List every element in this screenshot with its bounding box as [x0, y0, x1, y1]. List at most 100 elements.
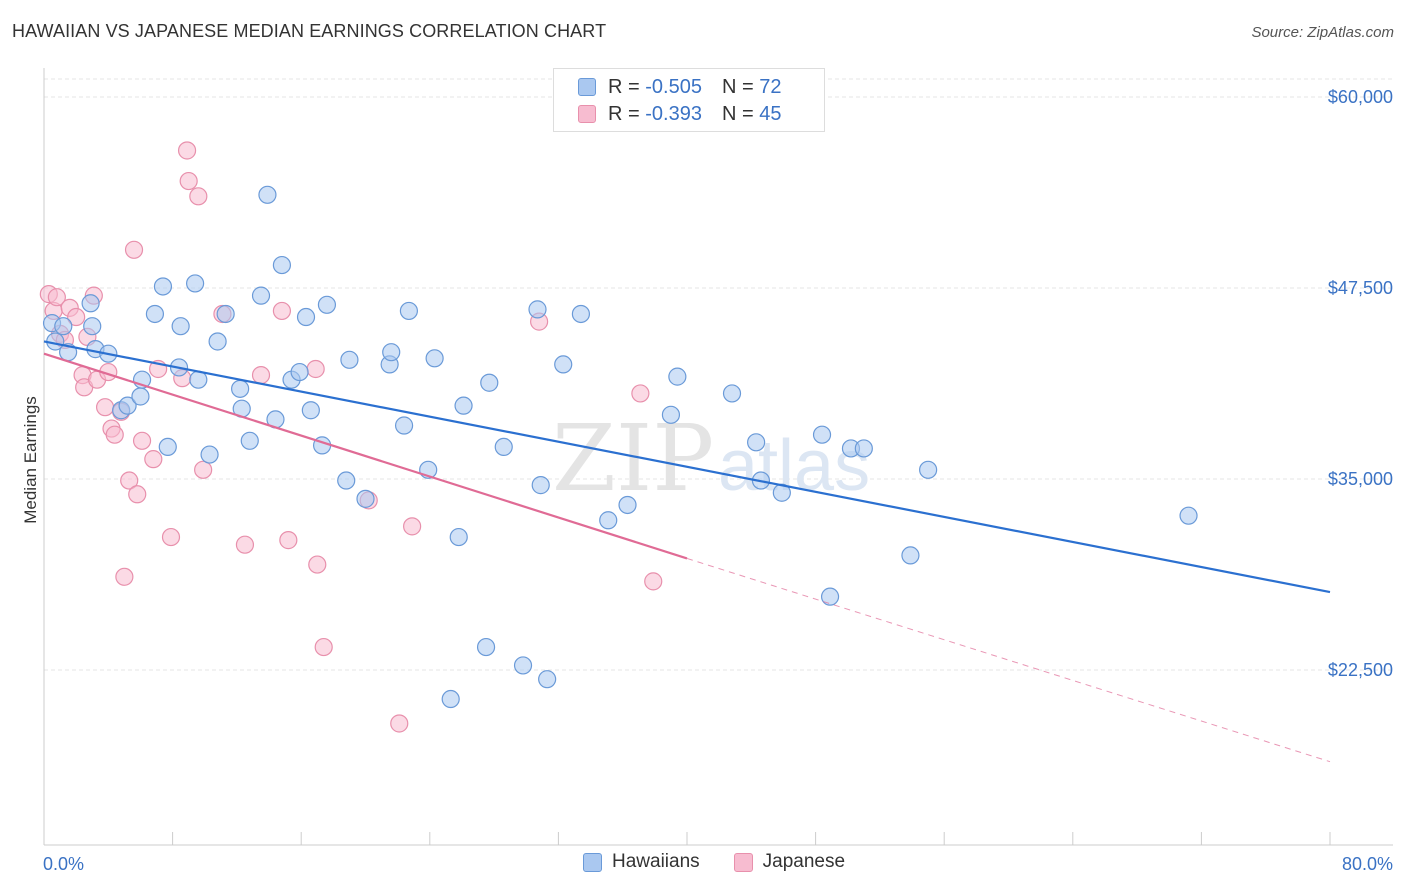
hawaiians-point: [54, 317, 73, 336]
japanese-point: [189, 187, 208, 206]
japanese-point: [403, 517, 422, 536]
hawaiians-point: [820, 587, 840, 606]
hawaiians-point: [901, 546, 920, 565]
hawaiians-point: [153, 277, 173, 296]
hawaiians-point: [538, 670, 557, 689]
japanese-trend-line: [43, 352, 688, 560]
legend-row-hawaiians: R = -0.505 N = 72: [578, 75, 781, 99]
stats-legend: R = -0.505 N = 72 R = -0.393 N = 45: [553, 68, 825, 132]
hawaiians-point: [854, 439, 873, 458]
legend-row-japanese: R = -0.393 N = 45: [578, 102, 781, 126]
japanese-point: [308, 555, 327, 574]
japanese-swatch: [733, 852, 753, 872]
x-tick-label-max: 80.0%: [1342, 854, 1393, 874]
japanese-point: [631, 384, 650, 403]
axes: [43, 68, 1393, 846]
legend-item-japanese[interactable]: Japanese: [733, 851, 846, 873]
hawaiians-point: [722, 384, 742, 403]
hawaiians-points: [42, 185, 1198, 709]
japanese-point: [306, 359, 325, 379]
hawaiians-trend-line: [43, 340, 1331, 594]
hawaiians-point: [272, 255, 292, 275]
hawaiians-point: [494, 437, 513, 457]
hawaiians-point: [200, 445, 219, 464]
japanese-point: [95, 398, 115, 417]
watermark-zip: ZIP: [552, 405, 714, 512]
hawaiians-point: [480, 373, 499, 392]
hawaiians-point: [186, 274, 205, 293]
hawaiians-point: [454, 396, 473, 415]
y-tick-label: $22,500: [1328, 660, 1393, 680]
y-tick-label: $35,000: [1328, 469, 1393, 489]
japanese-point: [235, 535, 255, 554]
legend-label-japanese: Japanese: [762, 851, 846, 872]
legend-item-hawaiians[interactable]: Hawaiians: [583, 851, 700, 873]
hawaiians-point: [290, 362, 309, 382]
legend-r-value: -0.505: [645, 75, 702, 98]
y-tick-label: $47,500: [1328, 278, 1393, 298]
japanese-point: [177, 141, 197, 160]
japanese-point: [644, 572, 663, 591]
hawaiians-point: [240, 431, 259, 450]
hawaiians-point: [131, 387, 150, 406]
japanese-point: [128, 485, 147, 504]
hawaiians-point: [81, 294, 100, 313]
hawaiians-point: [258, 185, 277, 204]
japanese-point: [132, 431, 152, 450]
y-tick-label: $60,000: [1328, 87, 1393, 107]
hawaiians-point: [513, 656, 533, 675]
hawaiians-point: [356, 489, 375, 508]
hawaiians-point: [571, 304, 591, 324]
legend-r-label: R =: [608, 102, 640, 125]
hawaiians-point: [208, 332, 227, 351]
japanese-point: [272, 301, 292, 321]
trend-lines: [43, 340, 1331, 763]
hawaiians-point: [668, 367, 687, 386]
hawaiians-point: [337, 471, 356, 490]
japanese-point: [179, 171, 198, 191]
japanese-point: [314, 637, 333, 657]
hawaiians-point: [812, 425, 832, 444]
hawaiians-point: [599, 511, 618, 530]
legend-n-value: 72: [759, 75, 782, 98]
japanese-point: [161, 527, 181, 547]
chart-title: HAWAIIAN VS JAPANESE MEDIAN EARNINGS COR…: [12, 21, 607, 41]
japanese-point: [115, 567, 134, 586]
hawaiians-point: [251, 286, 271, 305]
legend-n-value: 45: [759, 102, 782, 125]
hawaiians-point: [340, 350, 359, 369]
hawaiians-point: [382, 343, 401, 362]
hawaiians-point: [476, 637, 496, 657]
hawaiians-point: [531, 476, 550, 495]
japanese-point: [194, 460, 213, 479]
hawaiians-point: [425, 349, 444, 368]
japanese-point: [144, 450, 163, 469]
hawaiians-point: [441, 689, 460, 709]
watermark: ZIP atlas: [552, 405, 870, 512]
hawaiians-point: [296, 307, 316, 327]
hawaiians-point: [171, 317, 190, 336]
hawaiians-swatch: [578, 78, 596, 96]
japanese-point: [67, 307, 86, 327]
japanese-point: [279, 531, 298, 550]
series-legend: Hawaiians Japanese: [583, 851, 879, 873]
hawaiians-point: [528, 300, 547, 319]
hawaiians-point: [83, 317, 102, 336]
source-credit: Source: ZipAtlas.com: [1251, 24, 1394, 41]
hawaiians-swatch: [583, 852, 602, 872]
hawaiians-point: [231, 379, 250, 398]
x-tick-label-min: 0.0%: [43, 854, 84, 874]
hawaiians-point: [394, 416, 414, 435]
legend-n-label: N =: [721, 75, 754, 98]
legend-n-label: N =: [721, 102, 754, 125]
legend-label-hawaiians: Hawaiians: [612, 851, 700, 872]
japanese-point: [47, 288, 66, 307]
hawaiians-point: [216, 304, 235, 324]
hawaiians-point: [317, 295, 337, 314]
watermark-atlas: atlas: [718, 426, 870, 506]
hawaiians-point: [554, 355, 573, 374]
hawaiians-point: [301, 401, 320, 420]
hawaiians-point: [449, 527, 468, 547]
hawaiians-point: [661, 405, 681, 424]
